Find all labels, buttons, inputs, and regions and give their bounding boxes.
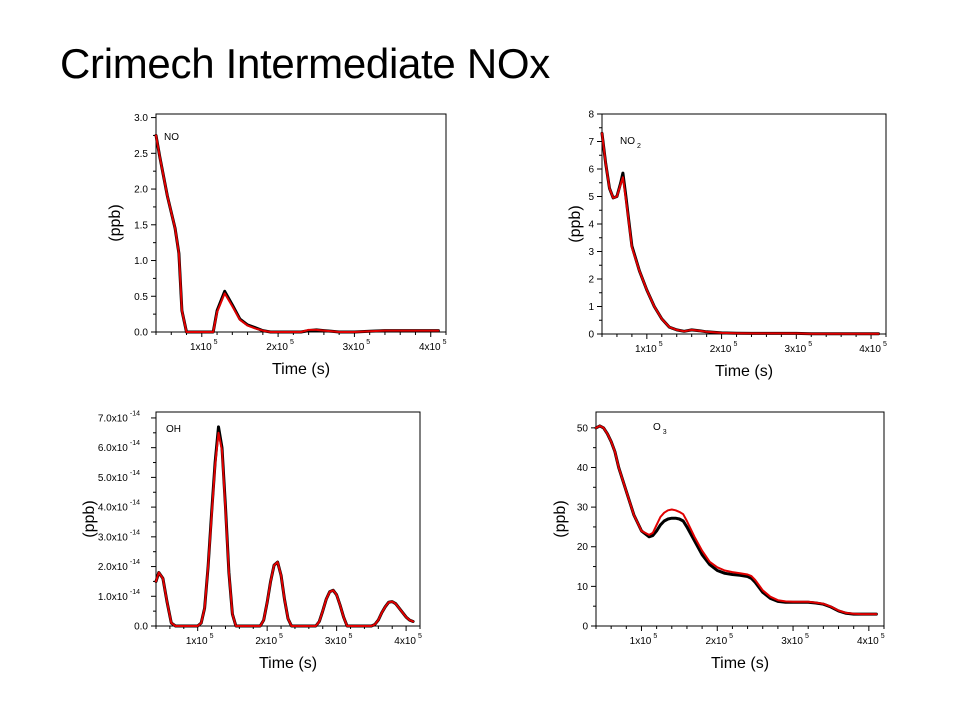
x-tick-label: 2x10 5 xyxy=(705,633,733,647)
y-tick-label: 2.0 xyxy=(134,185,148,196)
y-tick-label: 1 xyxy=(588,302,594,313)
x-tick-label: 1x10 5 xyxy=(186,633,214,647)
x-tick-label: 3x10 5 xyxy=(781,633,809,647)
series-red-line xyxy=(155,431,415,627)
y-tick-label: 5 xyxy=(588,192,594,203)
y-tick-label: 0.0 xyxy=(134,328,148,339)
y-tick-label: 30 xyxy=(577,503,589,514)
y-tick-label: 0 xyxy=(582,622,588,633)
x-axis-label: Time (s) xyxy=(259,655,317,672)
x-tick-label: 2x10 5 xyxy=(710,341,738,355)
x-axis-label: Time (s) xyxy=(272,361,330,378)
x-tick-label: 4x10 5 xyxy=(857,633,885,647)
y-axis-label: (ppb) xyxy=(552,500,569,537)
plot-frame xyxy=(601,113,887,335)
y-tick-label: 7 xyxy=(588,137,594,148)
y-tick-label: 1.0x10 -14 xyxy=(98,589,140,603)
y-tick-label: 3.0 xyxy=(134,113,148,124)
y-axis-label: (ppb) xyxy=(567,205,584,242)
chart-panel-3: 1x10 5 2x10 5 3x10 5 4x10 5 0.0 1.0x10 -14 2.0x10 -1… xyxy=(81,410,422,672)
y-tick-label: 4.0x10 -14 xyxy=(98,500,140,514)
y-tick-label: 10 xyxy=(577,582,589,593)
x-tick-label: 2x10 5 xyxy=(266,339,294,353)
y-tick-label: 5.0x10 -14 xyxy=(98,470,140,484)
series-black-line xyxy=(594,424,878,616)
plot-frame xyxy=(595,411,885,627)
x-tick-label: 3x10 5 xyxy=(785,341,813,355)
series-red-line xyxy=(155,134,440,333)
series-black-line xyxy=(600,131,880,336)
x-tick-label: 3x10 5 xyxy=(343,339,371,353)
series-red-line xyxy=(601,132,880,335)
series-black-line xyxy=(154,133,440,334)
y-tick-label: 0 xyxy=(588,330,594,341)
y-axis-label: (ppb) xyxy=(107,204,124,241)
y-tick-label: 8 xyxy=(588,110,594,121)
chart-panel-4: 1x10 5 2x10 5 3x10 5 4x10 5 0 10 20 30 40 50 O 3 Time (s… xyxy=(552,411,885,672)
y-tick-label: 40 xyxy=(577,463,589,474)
y-tick-label: 1.5 xyxy=(134,220,148,231)
x-tick-label: 4x10 5 xyxy=(419,339,447,353)
x-tick-label: 3x10 5 xyxy=(325,633,353,647)
y-tick-label: 20 xyxy=(577,542,589,553)
y-axis-label: (ppb) xyxy=(81,500,98,537)
y-tick-label: 2.5 xyxy=(134,149,148,160)
x-axis-label: Time (s) xyxy=(711,655,769,672)
y-tick-label: 6.0x10 -14 xyxy=(98,440,140,454)
y-tick-label: 3.0x10 -14 xyxy=(98,529,140,543)
y-tick-label: 2 xyxy=(588,275,594,286)
slide-title: Crimech Intermediate NOx xyxy=(60,40,550,87)
y-tick-label: 7.0x10 -14 xyxy=(98,410,140,424)
y-tick-label: 50 xyxy=(577,423,589,434)
chart-panel-2: 1x10 5 2x10 5 3x10 5 4x10 5 0 1 2 3 4 5 6 7 8 NO 2 Time (s)… xyxy=(567,110,887,381)
x-tick-label: 1x10 5 xyxy=(190,339,218,353)
plot-frame xyxy=(155,113,447,333)
chart-panel-1: 1x10 5 2x10 5 3x10 5 4x10 5 0.0 0.5 1.0 1.5 2.0 2.5 3.… xyxy=(107,113,447,378)
y-tick-label: 0.5 xyxy=(134,292,148,303)
chart-title: NO xyxy=(164,132,179,143)
chart-title: NO 2 xyxy=(620,136,641,150)
y-tick-label: 2.0x10 -14 xyxy=(98,559,140,573)
series-red-line xyxy=(595,424,878,616)
y-tick-label: 4 xyxy=(588,220,594,231)
x-tick-label: 1x10 5 xyxy=(630,633,658,647)
y-tick-label: 6 xyxy=(588,165,594,176)
x-tick-label: 2x10 5 xyxy=(255,633,283,647)
x-axis-label: Time (s) xyxy=(715,363,773,380)
x-tick-label: 4x10 5 xyxy=(394,633,422,647)
y-tick-label: 1.0 xyxy=(134,256,148,267)
y-tick-label: 3 xyxy=(588,247,594,258)
x-tick-label: 1x10 5 xyxy=(635,341,663,355)
x-tick-label: 4x10 5 xyxy=(859,341,887,355)
plot-frame xyxy=(155,411,421,627)
chart-title: OH xyxy=(166,424,181,435)
y-tick-label: 0.0 xyxy=(134,622,148,633)
